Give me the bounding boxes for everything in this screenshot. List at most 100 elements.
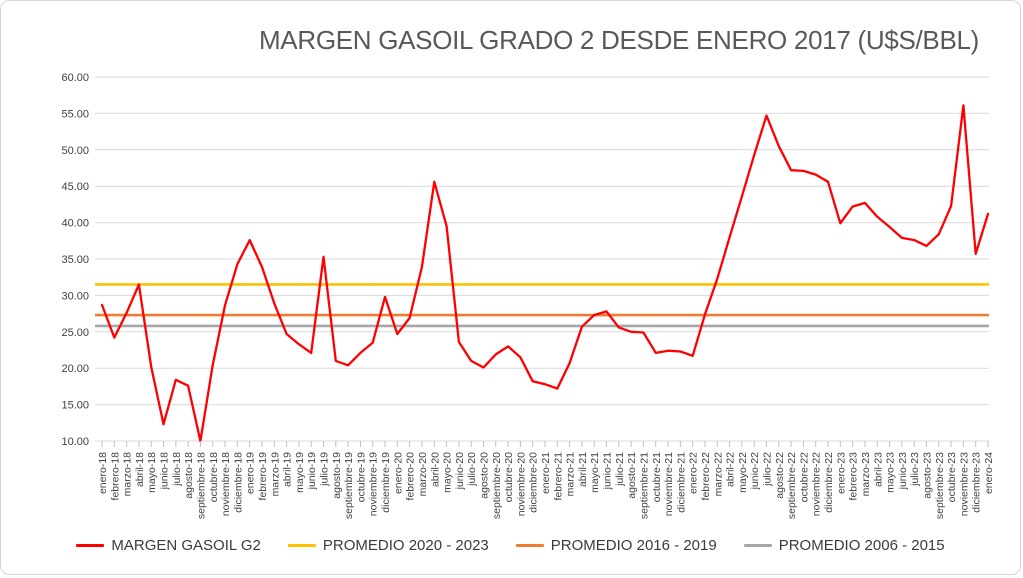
y-axis-labels: 10.00 15.00 20.00 25.00 30.00 35.00 40.00 45.00…	[61, 72, 89, 448]
x-tick-label: julio-19	[319, 452, 331, 487]
x-tick-label: agosto-23	[921, 452, 933, 499]
x-tick-label: abril-23	[872, 452, 884, 487]
x-tick-label: octubre-19	[355, 452, 367, 502]
x-tick-label: julio-23	[909, 452, 921, 487]
legend-item-promedio-2016-2019[interactable]: PROMEDIO 2016 - 2019	[515, 537, 717, 554]
legend-line-marker-yellow-icon	[287, 544, 316, 547]
x-tick-label: abril-21	[577, 452, 589, 487]
x-tick-label: junio-23	[897, 452, 909, 491]
y-tick-label: 10.00	[61, 436, 89, 448]
x-tick-label: marzo-19	[269, 452, 281, 497]
x-tick-label: diciembre-21	[675, 452, 687, 513]
x-tick-label: febrero-19	[257, 452, 269, 501]
x-tick-label: mayo-23	[885, 452, 897, 493]
x-tick-label: octubre-21	[651, 452, 663, 502]
x-tick-label: mayo-19	[294, 452, 306, 493]
x-tick-label: febrero-21	[552, 452, 564, 501]
x-tick-label: mayo-18	[146, 452, 158, 493]
x-tick-label: marzo-21	[565, 452, 577, 497]
x-tick-label: agosto-19	[331, 452, 343, 499]
x-tick-label: septiembre-19	[343, 452, 355, 519]
x-tick-label: julio-20	[466, 452, 478, 487]
x-tick-label: junio-20	[454, 452, 466, 491]
x-tick-label: noviembre-23	[958, 452, 970, 516]
x-tick-label: marzo-23	[860, 452, 872, 497]
chart-title: MARGEN GASOIL GRADO 2 DESDE ENERO 2017 (…	[258, 25, 980, 55]
x-tick-label: mayo-22	[737, 452, 749, 493]
series-margen-gasoil-g2	[100, 104, 990, 443]
x-tick-label: septiembre-21	[638, 452, 650, 519]
x-tick-label: octubre-18	[208, 452, 220, 502]
x-tick-label: febrero-18	[109, 452, 121, 501]
legend-item-margen-gasoil-g2[interactable]: MARGEN GASOIL G2	[76, 537, 261, 554]
gridlines	[95, 76, 989, 442]
x-tick-label: mayo-20	[442, 452, 454, 493]
legend-line-marker-red-icon	[76, 544, 105, 547]
y-tick-label: 15.00	[61, 400, 89, 412]
chart-legend: MARGEN GASOIL G2 PROMEDIO 2020 - 2023 PR…	[1, 537, 1020, 554]
x-tick-label: diciembre-20	[528, 452, 540, 513]
x-tick-label: diciembre-19	[380, 452, 392, 513]
x-axis-labels: enero-18 febrero-18 marzo-18 abril-18 mayo-1…	[97, 452, 995, 519]
x-tick-label: abril-20	[429, 452, 441, 487]
legend-label: MARGEN GASOIL G2	[111, 537, 261, 554]
x-tick-label: agosto-21	[626, 452, 638, 499]
x-tick-label: octubre-23	[946, 452, 958, 502]
legend-item-promedio-2006-2015[interactable]: PROMEDIO 2006 - 2015	[743, 537, 945, 554]
x-tick-label: agosto-22	[774, 452, 786, 499]
y-tick-label: 60.00	[61, 72, 89, 84]
x-tick-label: abril-22	[725, 452, 737, 487]
x-tick-label: septiembre-18	[195, 452, 207, 519]
x-tick-label: junio-18	[159, 452, 171, 491]
x-tick-label: febrero-20	[405, 452, 417, 501]
x-tick-label: enero-21	[540, 452, 552, 494]
y-tick-label: 35.00	[61, 254, 89, 266]
x-tick-label: noviembre-18	[220, 452, 232, 516]
legend-line-marker-gray-icon	[743, 544, 772, 547]
x-tick-label: octubre-22	[798, 452, 810, 502]
x-tick-label: enero-24	[983, 452, 995, 494]
x-tick-label: agosto-18	[183, 452, 195, 499]
x-tick-label: julio-18	[171, 452, 183, 487]
x-tick-label: junio-21	[602, 452, 614, 491]
x-tick-label: junio-22	[749, 452, 761, 491]
x-tick-label: julio-22	[762, 452, 774, 487]
x-tick-label: abril-19	[282, 452, 294, 487]
x-tick-label: febrero-23	[848, 452, 860, 501]
x-tick-label: noviembre-21	[663, 452, 675, 516]
x-tick-label: septiembre-23	[934, 452, 946, 519]
y-tick-label: 55.00	[61, 108, 89, 120]
x-tick-label: enero-22	[688, 452, 700, 494]
legend-label: PROMEDIO 2006 - 2015	[778, 537, 945, 554]
x-tick-label: mayo-21	[589, 452, 601, 493]
x-tick-label: noviembre-19	[368, 452, 380, 516]
legend-label: PROMEDIO 2016 - 2019	[550, 537, 717, 554]
x-tick-label: noviembre-22	[811, 452, 823, 516]
x-tick-label: julio-21	[614, 452, 626, 487]
x-tick-label: enero-18	[97, 452, 109, 494]
y-tick-label: 45.00	[61, 181, 89, 193]
legend-item-promedio-2020-2023[interactable]: PROMEDIO 2020 - 2023	[287, 537, 489, 554]
x-tick-label: diciembre-23	[971, 452, 983, 513]
x-tick-label: febrero-22	[700, 452, 712, 501]
y-tick-label: 20.00	[61, 363, 89, 375]
x-tick-label: enero-19	[245, 452, 257, 494]
x-tick-label: enero-23	[835, 452, 847, 494]
x-tick-label: octubre-20	[503, 452, 515, 502]
x-tick-label: septiembre-22	[786, 452, 798, 519]
x-tick-label: enero-20	[392, 452, 404, 494]
x-tick-label: marzo-18	[122, 452, 134, 497]
x-tick-label: marzo-20	[417, 452, 429, 497]
y-tick-label: 40.00	[61, 218, 89, 230]
x-tick-label: noviembre-20	[515, 452, 527, 516]
x-tick-label: diciembre-22	[823, 452, 835, 513]
x-axis-ticks	[101, 441, 989, 447]
x-tick-label: agosto-20	[478, 452, 490, 499]
legend-line-marker-orange-icon	[515, 544, 544, 547]
legend-label: PROMEDIO 2020 - 2023	[322, 537, 489, 554]
y-tick-label: 50.00	[61, 145, 89, 157]
y-tick-label: 25.00	[61, 327, 89, 339]
x-tick-label: junio-19	[306, 452, 318, 491]
x-tick-label: septiembre-20	[491, 452, 503, 519]
